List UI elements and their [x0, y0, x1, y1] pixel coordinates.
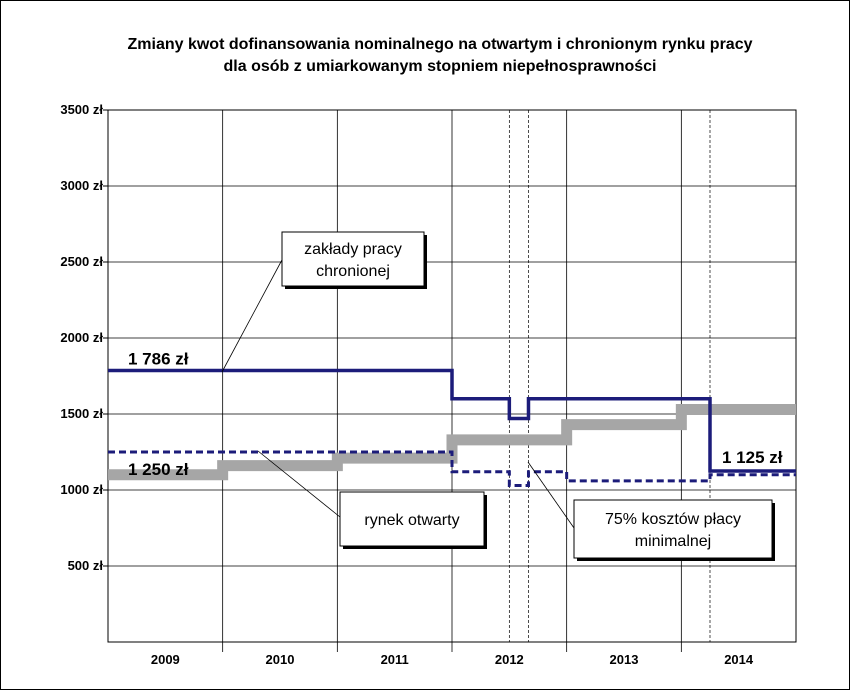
y-tick-label: 1000 zł [60, 482, 103, 497]
callout-rynek-otwarty-leader [257, 450, 341, 518]
callout-zaklady-pracy-chronionej-box [281, 231, 425, 287]
y-tick-label: 3500 zł [60, 102, 103, 117]
x-tick-label: 2012 [495, 652, 524, 667]
data-label-start-otwarty: 1 250 zł [128, 460, 189, 479]
callout-rynek-otwarty-text: rynek otwarty [364, 512, 459, 529]
x-tick-label: 2013 [610, 652, 639, 667]
callout-placa-minimalna-box [573, 499, 773, 559]
callout-placa-minimalna-text: 75% kosztów płacy [605, 511, 741, 528]
data-label-start-chroniony: 1 786 zł [128, 350, 189, 369]
x-tick-label: 2009 [151, 652, 180, 667]
callout-placa-minimalna-leader [527, 461, 575, 529]
chart-title-line-2: dla osób z umiarkowanym stopniem niepełn… [223, 58, 657, 75]
y-tick-label: 1500 zł [60, 406, 103, 421]
callout-zaklady-pracy-chronionej-text: zakłady pracy [304, 241, 402, 258]
callout-zaklady-pracy-chronionej-text: chronionej [316, 263, 390, 280]
y-tick-label: 3000 zł [60, 178, 103, 193]
x-tick-label: 2011 [381, 652, 409, 667]
series-line-placa-minimalna [108, 403, 796, 481]
callout-rynek-otwarty-box [339, 491, 485, 547]
y-tick-label: 500 zł [68, 558, 104, 573]
x-tick-label: 2010 [266, 652, 295, 667]
y-tick-label: 2000 zł [60, 330, 103, 345]
chart-title-line-1: Zmiany kwot dofinansowania nominalnego n… [127, 36, 753, 53]
callout-zaklady-pracy-chronionej-leader [221, 257, 284, 373]
data-label-end-chroniony: 1 125 zł [722, 448, 783, 467]
callout-placa-minimalna-text: minimalnej [635, 533, 711, 550]
x-tick-label: 2014 [724, 652, 754, 667]
y-tick-label: 2500 zł [60, 254, 103, 269]
series-line-zaklady-pracy-chronionej [108, 368, 796, 473]
